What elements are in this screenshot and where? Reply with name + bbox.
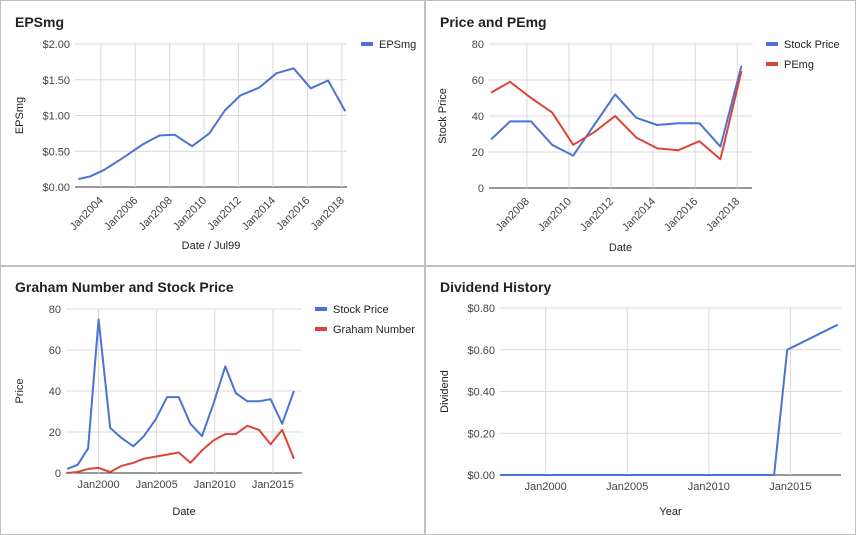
x-tick-label: Jan2014 [620, 196, 658, 234]
x-tick-label: Jan2004 [68, 195, 106, 233]
chart-title: EPSmg [15, 14, 64, 30]
chart-title: Graham Number and Stock Price [15, 279, 234, 295]
series-line-1 [490, 65, 743, 157]
series-line-1 [78, 67, 347, 181]
x-tick-label: Jan2016 [662, 196, 700, 234]
x-tick-label: Jan2010 [194, 479, 236, 491]
chart-title: Price and PEmg [440, 14, 547, 30]
legend-swatch [766, 62, 778, 66]
legend-entry: EPSmg [379, 39, 416, 51]
series-line-2 [67, 424, 295, 474]
y-tick-label: 0 [478, 183, 484, 195]
dividend-chart-panel: Dividend History $0.00 $0.20 $0.40 $0.60 $0.8… [426, 267, 855, 534]
legend-entry: Graham Number [333, 324, 415, 336]
y-tick-label: 80 [49, 304, 61, 316]
legend-entry: Stock Price [333, 304, 389, 316]
x-tick-label: Jan2014 [240, 195, 278, 233]
y-axis-label: EPSmg [14, 97, 26, 134]
eps-chart: EPSmg$0.00$0.50$1.00$1.50$2.00Jan2004Jan… [14, 14, 416, 252]
y-tick-label: 60 [472, 75, 484, 87]
x-axis-label: Date [172, 506, 195, 518]
x-axis-label: Year [659, 506, 682, 518]
price-pe-chart-panel: Price and PEmg 0 20 40 60 80 Jan2008 Jan2010 Jan… [426, 1, 855, 265]
x-tick-label: Jan2006 [102, 195, 140, 233]
y-tick-label: $0.00 [42, 182, 70, 194]
dividend-chart: Dividend History $0.00 $0.20 $0.40 $0.60 $0.8… [439, 279, 841, 518]
y-tick-label: $0.40 [467, 387, 495, 399]
y-tick-label: 60 [49, 345, 61, 357]
series-line-1 [66, 318, 295, 470]
y-tick-label: 40 [472, 111, 484, 123]
legend-swatch [766, 42, 778, 46]
y-tick-label: $2.00 [42, 39, 70, 51]
x-tick-label: Jan2018 [704, 196, 742, 234]
x-axis-label: Date [609, 242, 632, 254]
x-tick-label: Jan2010 [171, 195, 209, 233]
y-axis-label: Stock Price [437, 88, 449, 144]
legend-swatch [361, 42, 373, 46]
x-axis-label: Date / Jul99 [182, 240, 241, 252]
series-line-2 [490, 70, 743, 161]
y-axis-label: Dividend [439, 370, 451, 413]
y-tick-label: 20 [472, 147, 484, 159]
legend-entry: PEmg [784, 59, 814, 71]
x-tick-label: Jan2012 [205, 195, 243, 233]
y-axis-label: Price [14, 378, 26, 403]
x-tick-label: Jan2015 [252, 479, 294, 491]
x-tick-label: Jan2000 [525, 481, 567, 493]
series-line-1 [500, 323, 839, 476]
x-tick-label: Jan2005 [606, 481, 648, 493]
x-tick-label: Jan2000 [77, 479, 119, 491]
legend-entry: Stock Price [784, 39, 840, 51]
y-tick-label: $0.60 [467, 345, 495, 357]
y-tick-label: 20 [49, 427, 61, 439]
graham-chart-panel: Graham Number and Stock Price 0 20 40 60 80 Ja… [1, 267, 424, 534]
y-tick-label: $0.50 [42, 146, 70, 158]
y-tick-label: $1.00 [42, 111, 70, 123]
x-tick-label: Jan2008 [136, 195, 174, 233]
x-tick-label: Jan2012 [578, 196, 616, 234]
y-tick-label: $0.80 [467, 303, 495, 315]
x-tick-label: Jan2010 [688, 481, 730, 493]
legend-swatch [315, 307, 327, 311]
x-tick-label: Jan2018 [309, 195, 347, 233]
y-tick-label: $0.00 [467, 470, 495, 482]
x-tick-label: Jan2015 [769, 481, 811, 493]
y-tick-label: 40 [49, 386, 61, 398]
y-tick-label: $0.20 [467, 428, 495, 440]
eps-chart-panel: EPSmg $0.00 $0.50 $1.00 $1.50 $2.00 Jan2004 Jan… [1, 1, 424, 265]
y-tick-label: $1.50 [42, 75, 70, 87]
y-tick-label: 0 [55, 468, 61, 480]
x-tick-label: Jan2005 [136, 479, 178, 491]
x-tick-label: Jan2016 [274, 195, 312, 233]
y-tick-label: 80 [472, 39, 484, 51]
legend-swatch [315, 327, 327, 331]
x-tick-label: Jan2008 [494, 196, 532, 234]
graham-chart: Graham Number and Stock Price 0 20 40 60 80 Ja… [14, 279, 415, 518]
x-tick-label: Jan2010 [536, 196, 574, 234]
chart-title: Dividend History [440, 279, 551, 295]
